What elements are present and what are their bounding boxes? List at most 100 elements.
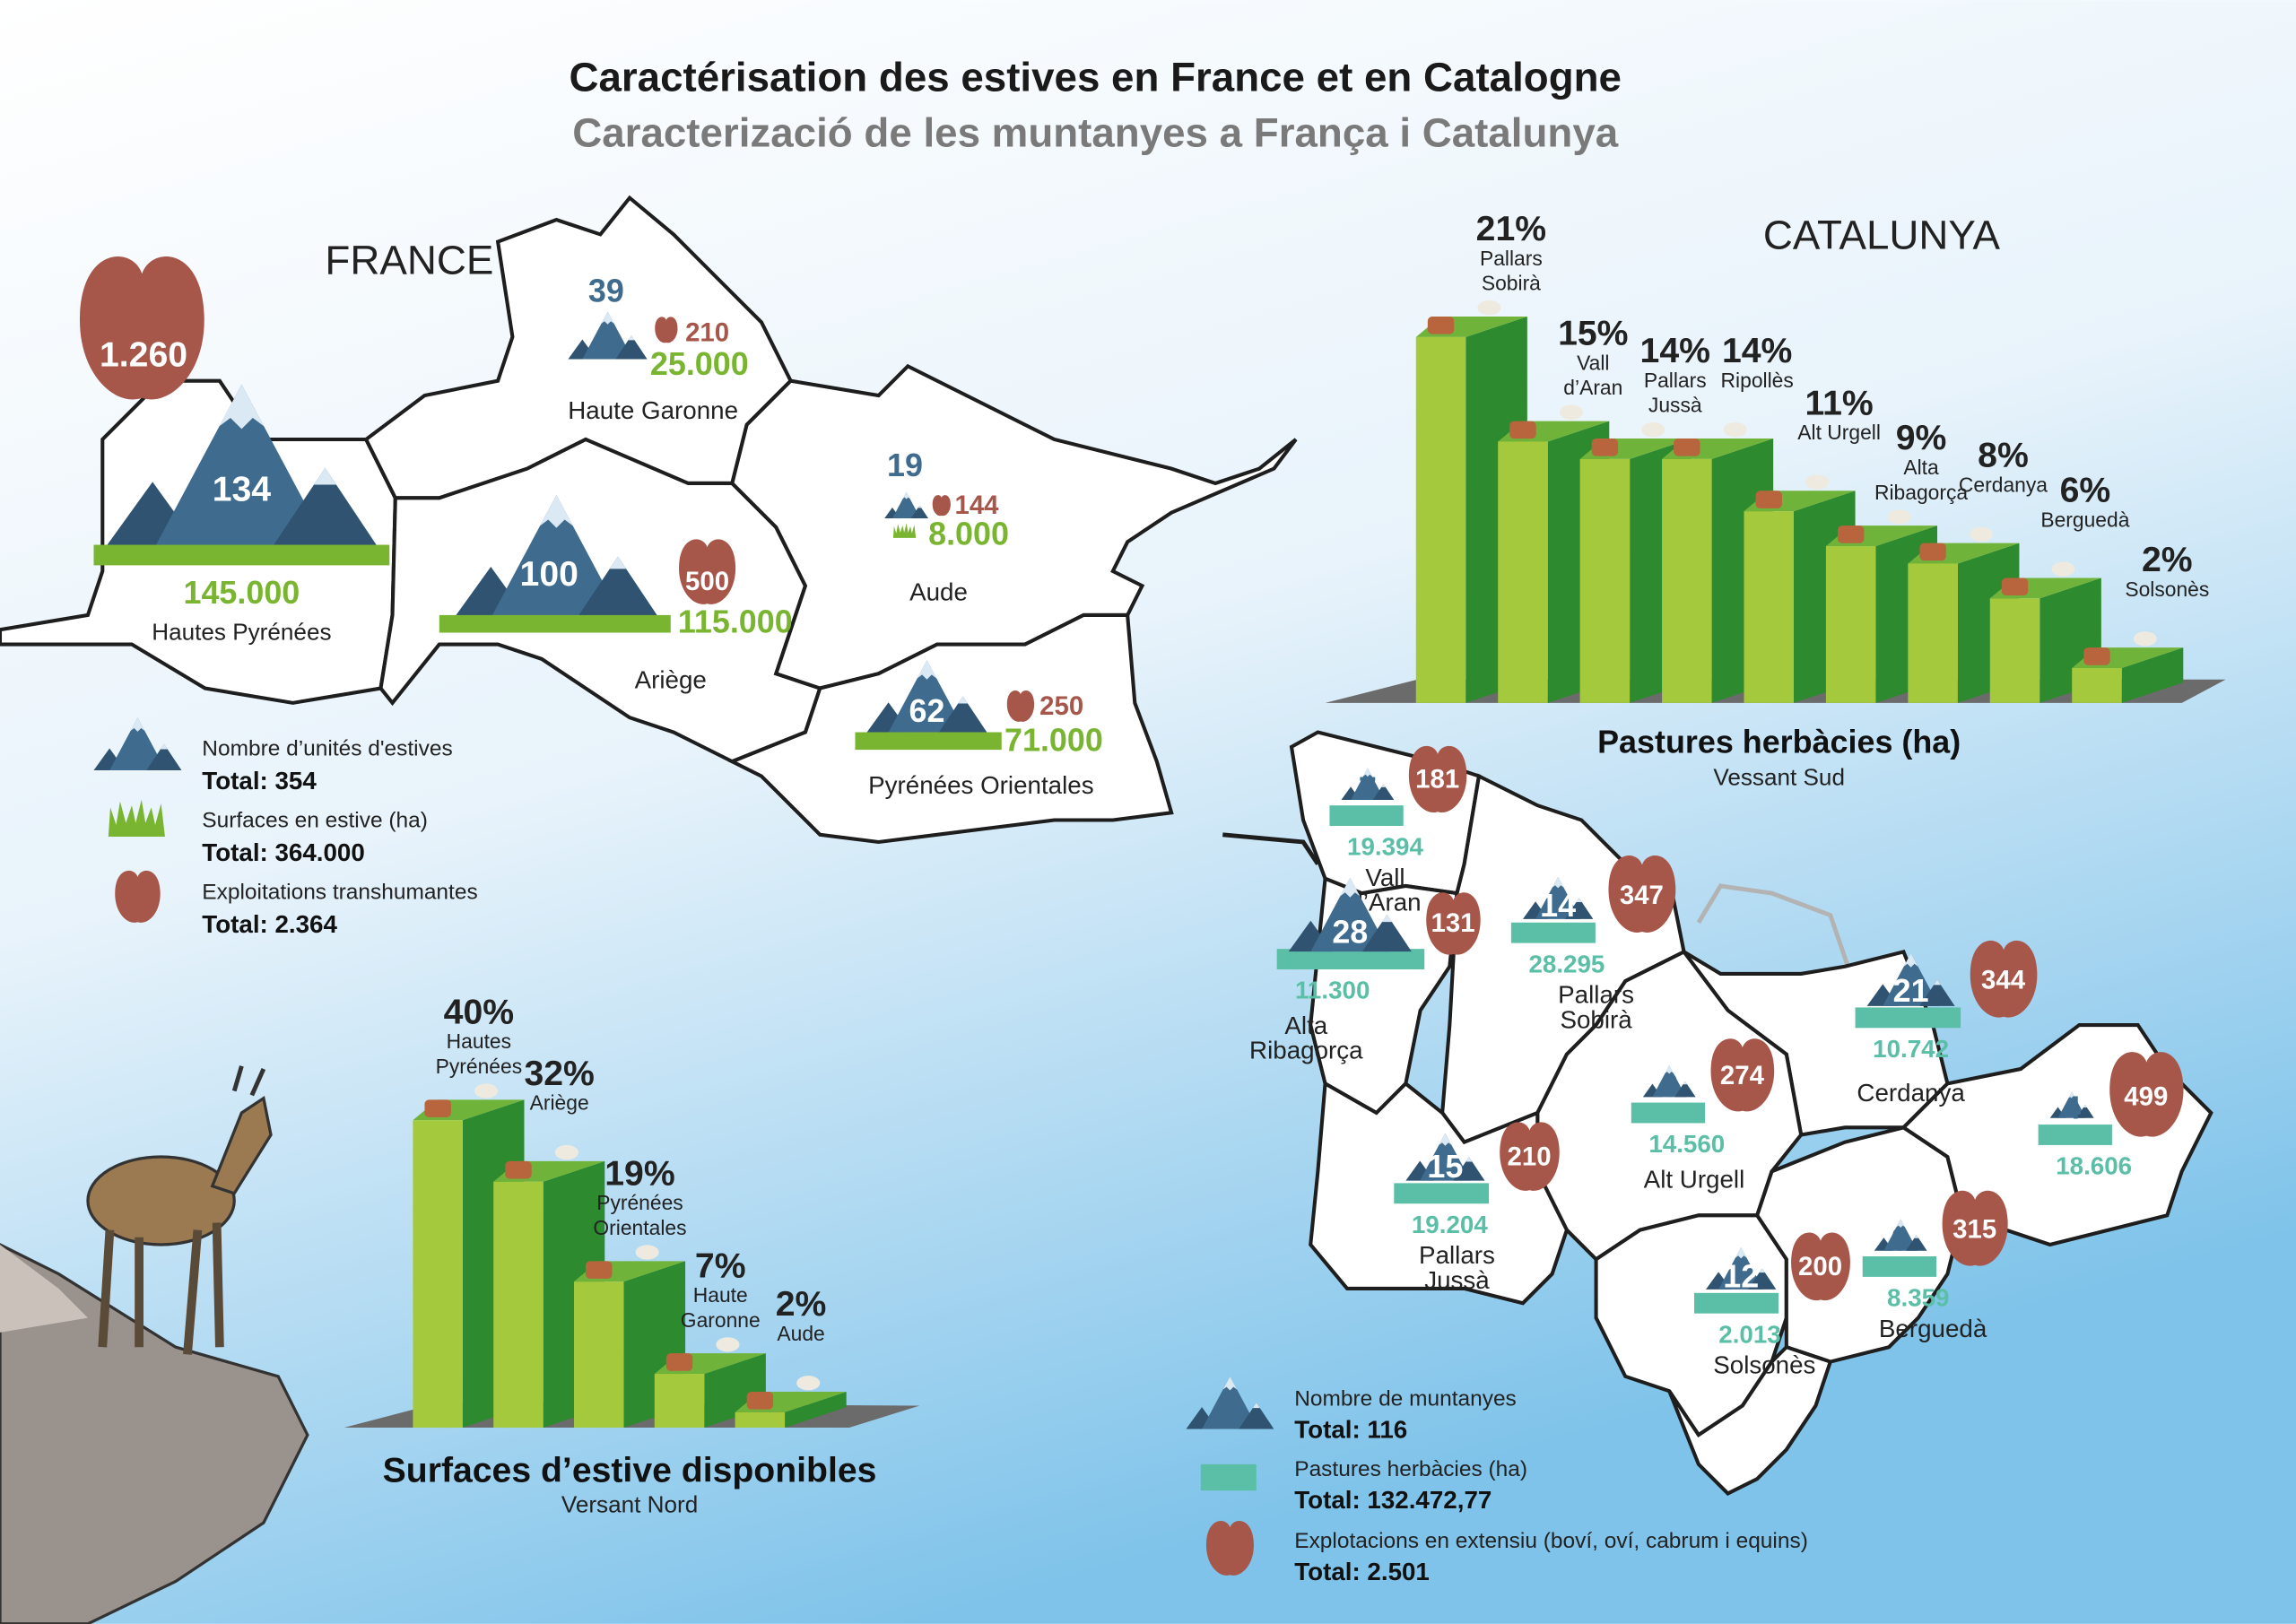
sheep-icon (716, 1337, 740, 1352)
sheep-icon (1969, 526, 1994, 542)
farms-value: 200 (1798, 1252, 1842, 1281)
cow-icon (1509, 421, 1536, 439)
region-marker: 12 200 2.013 Solsonès (1693, 1232, 1850, 1379)
catalunya-chart-title: Pastures herbàcies (ha) (1597, 723, 1961, 760)
pasture-value: 10.742 (1873, 1035, 1949, 1063)
cow-icon (1674, 439, 1700, 456)
pasture-icon (2038, 1125, 2112, 1145)
pasture-value: 14.560 (1648, 1130, 1725, 1158)
bar-value-label: 11% (1805, 384, 1873, 422)
farms-value: 274 (1720, 1061, 1765, 1090)
pasture-icon (1855, 1007, 1961, 1029)
bar-category-label: Aude (777, 1322, 824, 1345)
region-label: Alta (1284, 1012, 1327, 1039)
bar-category-label: Orientales (593, 1216, 686, 1239)
pasture-icon (1510, 922, 1596, 943)
bar-value-label: 14% (1722, 332, 1792, 370)
surface-value: 71.000 (1004, 722, 1103, 759)
bar-value-label: 6% (2060, 472, 2111, 510)
pasture-icon (1862, 1256, 1937, 1277)
sheep-icon (1559, 404, 1583, 420)
units-value: 21 (1893, 972, 1929, 1009)
bar-front (493, 1181, 544, 1429)
farms-value: 1.260 (100, 335, 187, 374)
bar-value-label: 40% (444, 993, 514, 1031)
bar-value-label: 7% (695, 1246, 746, 1285)
bar-category-label: Vall (1577, 351, 1609, 374)
bar-value-label: 15% (1558, 315, 1628, 353)
bar-front (413, 1120, 463, 1429)
bar-value-label: 2% (776, 1285, 827, 1324)
france-chart-title: Surfaces d’estive disponibles (383, 1451, 877, 1489)
bar-value-label: 19% (604, 1154, 674, 1193)
bar (654, 1337, 766, 1429)
pasture-icon (1200, 1463, 1257, 1491)
units-value: 28 (1332, 914, 1368, 951)
sheep-icon (1805, 474, 1830, 490)
region-marker: 9 315 8.359 Berguedà (1862, 1190, 2008, 1342)
legend-label: Explotacions en extensiu (boví, oví, cab… (1294, 1529, 1808, 1553)
surface-value: 145.000 (183, 574, 300, 611)
bar-category-label: Jussà (1648, 394, 1702, 417)
region-aude[interactable] (730, 363, 1298, 690)
legend-label: Exploitations transhumantes (202, 881, 477, 905)
region-label: Berguedà (1879, 1315, 1987, 1342)
legend-total: Total: 2.501 (1294, 1558, 1430, 1585)
units-value: 12 (1723, 1257, 1759, 1294)
bar (1579, 422, 1692, 703)
hoof-icon (115, 870, 161, 923)
region-label: Pallars (1419, 1241, 1495, 1269)
legend-label: Surfaces en estive (ha) (202, 809, 428, 833)
farms-value: 315 (1952, 1214, 1996, 1244)
bar-value-label: 9% (1896, 419, 1947, 457)
cow-icon (586, 1261, 613, 1279)
units-value: 62 (909, 692, 944, 729)
pasture-icon (1276, 949, 1425, 970)
cow-icon (665, 1353, 693, 1371)
units-value: 7 (1359, 770, 1377, 807)
bar-category-label: Haute (693, 1283, 748, 1307)
region-label: Ribagorça (1249, 1037, 1363, 1064)
bar-category-label: Pyrénées (596, 1191, 683, 1214)
sheep-icon (2133, 631, 2157, 647)
farms-value: 181 (1415, 764, 1459, 794)
bar-category-label: Pallars (1644, 369, 1707, 392)
region-label: Solsonès (1713, 1351, 1815, 1379)
region-southern-area (1667, 1344, 1833, 1496)
farms-value: 210 (685, 318, 729, 348)
surface-value: 25.000 (650, 345, 749, 382)
catalunya-bar-chart: 21%PallarsSobirà15%Valld’Aran14%PallarsJ… (1325, 210, 2226, 703)
farms-value: 499 (2124, 1081, 2168, 1111)
region-label: Hautes Pyrénées (152, 619, 331, 646)
region-label: Alt Urgell (1644, 1165, 1745, 1193)
bar-category-label: Pyrénées (436, 1055, 523, 1078)
bar-front (1744, 511, 1794, 703)
region-marker: 6 274 14.560 Alt Urgell (1631, 1038, 1775, 1193)
sheep-icon (1887, 509, 1911, 525)
pasture-icon (1631, 1102, 1706, 1124)
sheep-icon (1723, 422, 1747, 438)
bar-side (2121, 647, 2184, 703)
bar-category-label: Pallars (1480, 247, 1543, 270)
legend-total: Total: 116 (1294, 1415, 1407, 1443)
bar-value-label: 32% (524, 1055, 594, 1093)
farms-value: 131 (1431, 908, 1475, 938)
bar-category-label: Garonne (681, 1308, 761, 1332)
catalunya-legend: Nombre de muntanyes Total: 116 Pastures … (1186, 1376, 1808, 1585)
bar-category-label: Alta (1903, 456, 1939, 479)
cow-icon (1427, 317, 1455, 334)
bar-category-label: Ripollès (1721, 369, 1794, 392)
grass-icon (93, 544, 390, 566)
legend-total: Total: 2.364 (202, 910, 337, 938)
cow-icon (424, 1099, 451, 1117)
region-label: Pyrénées Orientales (868, 771, 1093, 799)
bar-category-label: Berguedà (2040, 508, 2129, 531)
surface-value: 8.000 (928, 516, 1009, 552)
catalunya-heading: CATALUNYA (1763, 213, 2001, 258)
bar-category-label: Ariège (530, 1091, 589, 1115)
page-title: Caractérisation des estives en France et… (569, 54, 1622, 100)
farms-value: 250 (1039, 691, 1083, 721)
